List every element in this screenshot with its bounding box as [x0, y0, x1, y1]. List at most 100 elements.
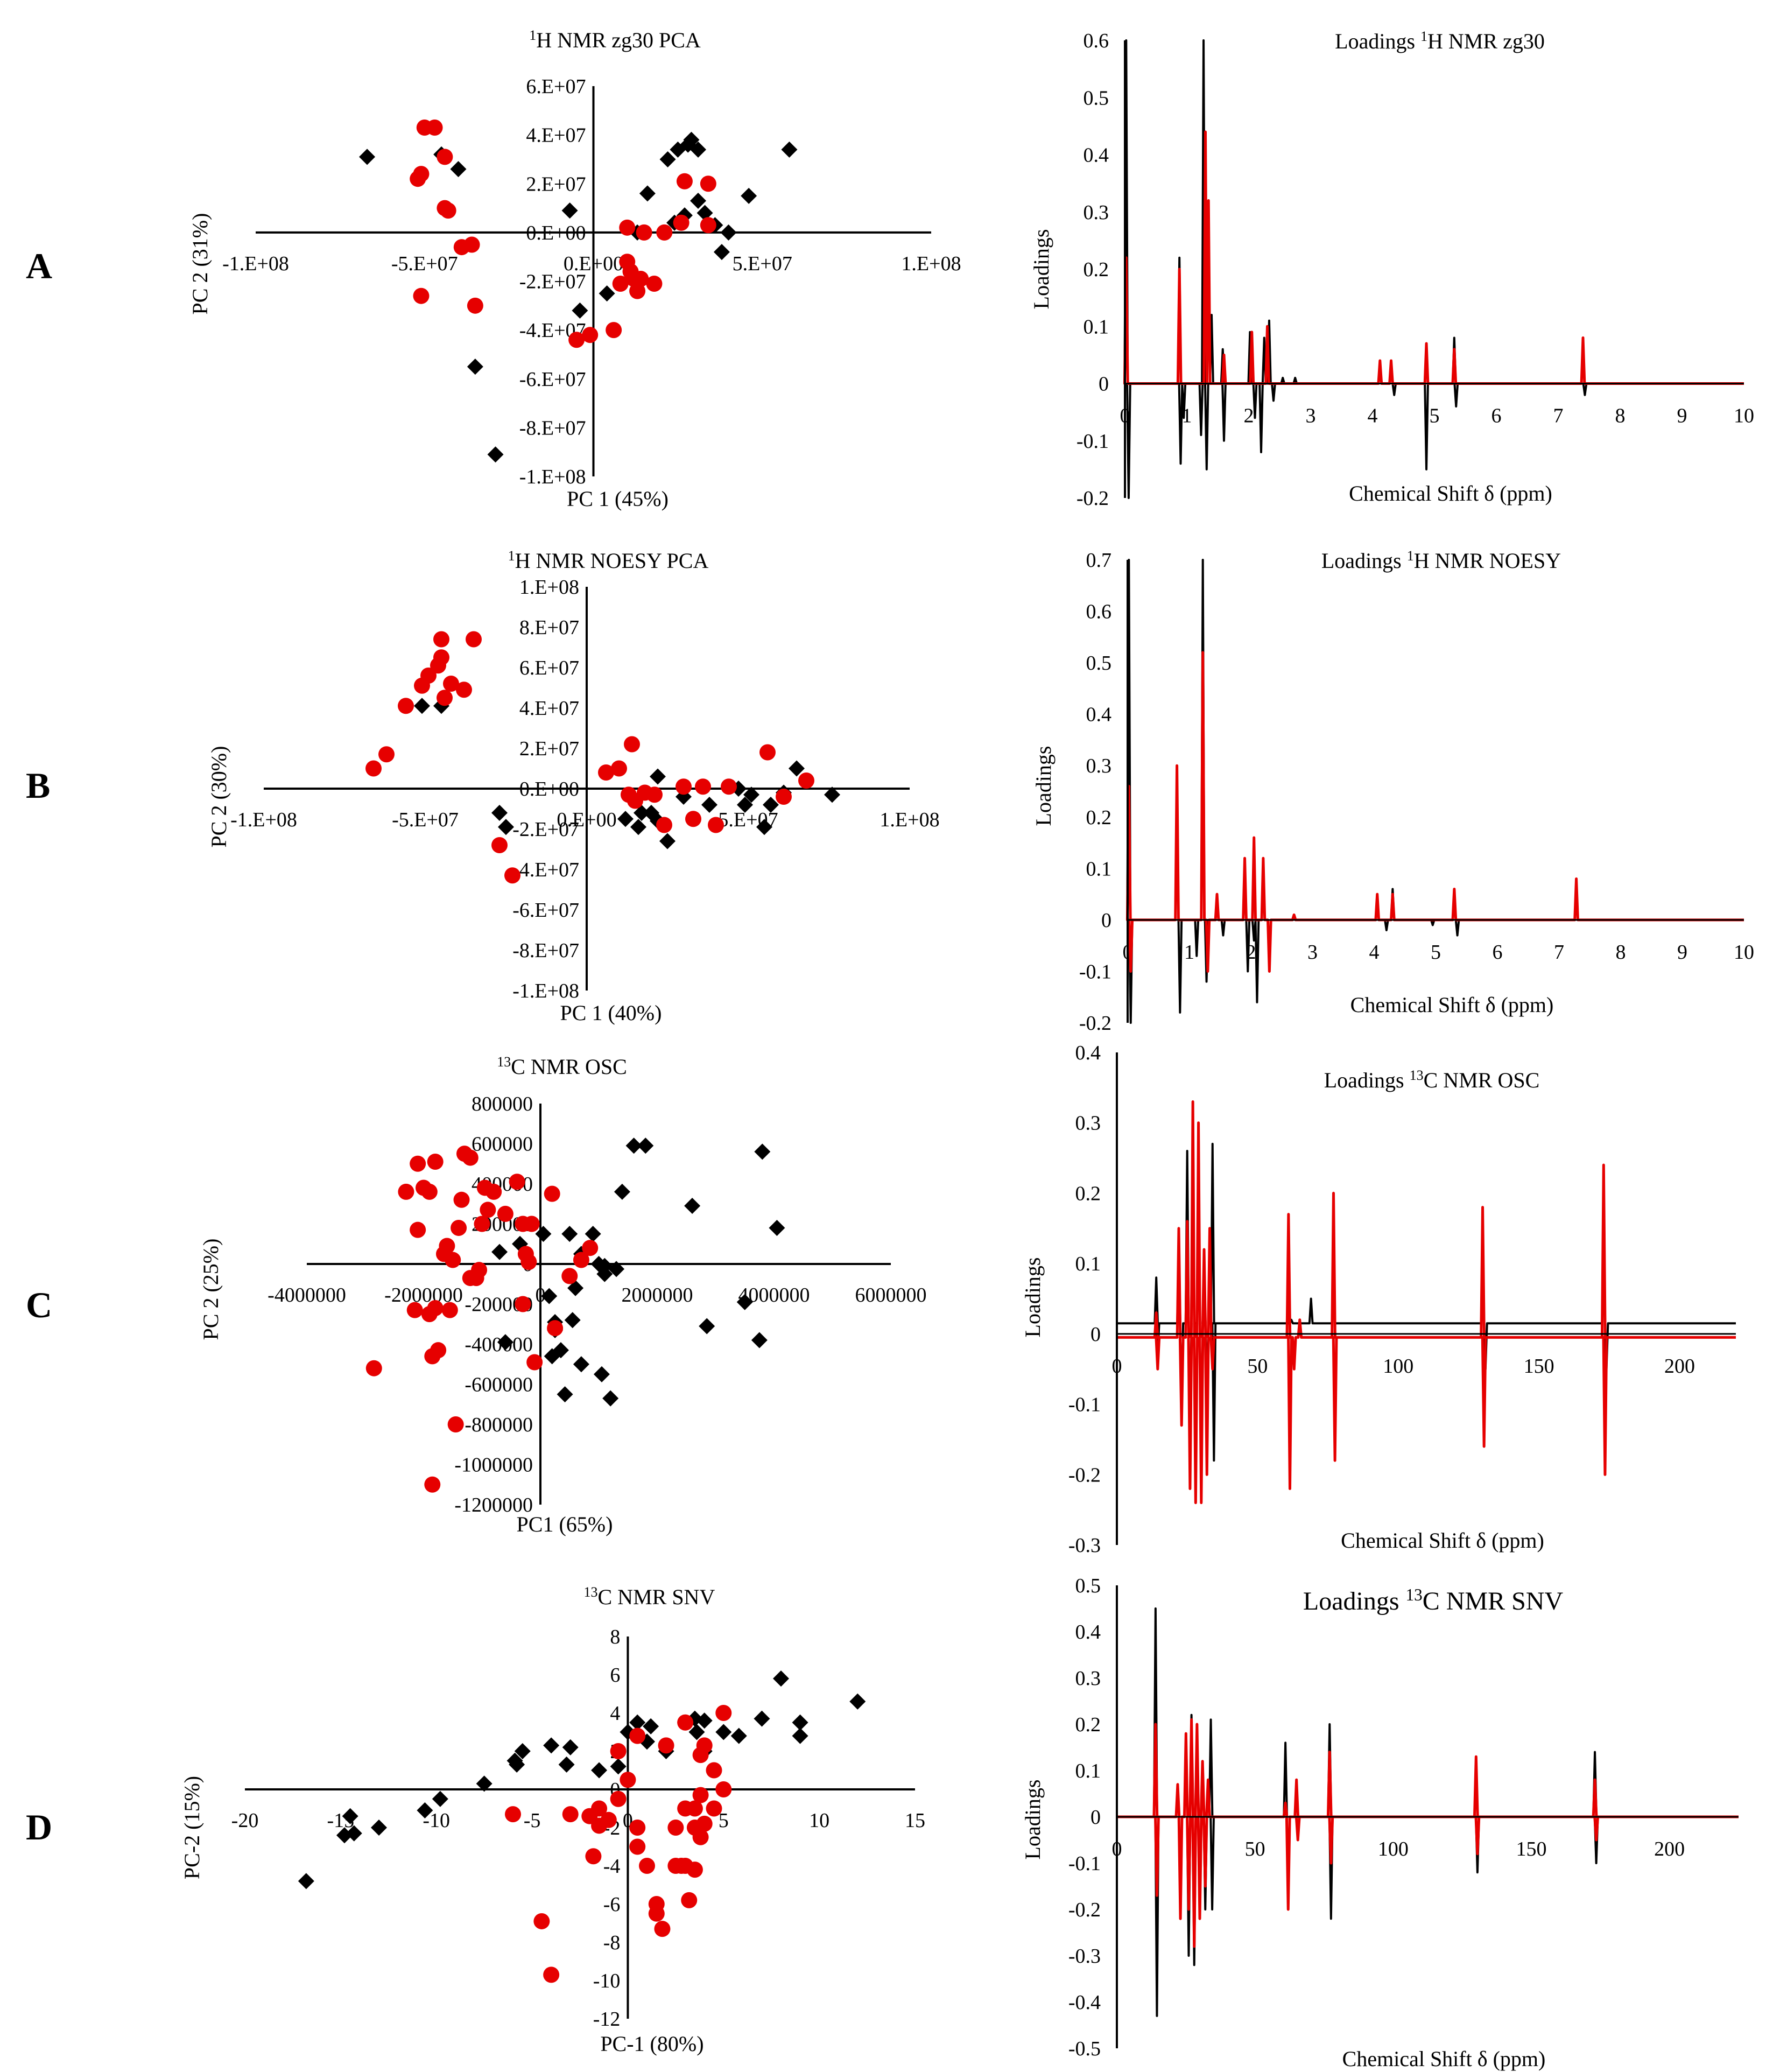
x-axis-label: Chemical Shift δ (ppm) — [1342, 2047, 1546, 2071]
data-point-diamond — [497, 1334, 513, 1351]
y-tick-label: 0.5 — [1075, 1575, 1101, 1597]
data-point-circle — [441, 1302, 458, 1318]
y-tick-label: 0.1 — [1075, 1253, 1101, 1275]
y-tick-label: 0.3 — [1086, 755, 1112, 777]
data-point-circle — [696, 1737, 713, 1754]
data-point-diamond — [561, 202, 578, 219]
data-point-diamond — [792, 1714, 808, 1731]
y-tick-label: -10 — [593, 1970, 621, 1992]
x-tick-label: 0.E+00 — [557, 809, 616, 831]
x-tick-label: -4000000 — [268, 1284, 346, 1307]
x-tick-label: 10 — [1734, 941, 1754, 964]
chart-title: 1H NMR NOESY PCA — [508, 548, 709, 573]
data-point-diamond — [467, 359, 483, 375]
data-point-circle — [421, 1183, 438, 1200]
data-point-diamond — [596, 1258, 613, 1274]
data-point-circle — [582, 327, 599, 343]
chart-title: 13C NMR OSC — [497, 1054, 627, 1079]
data-point-circle — [676, 778, 692, 795]
data-point-diamond — [637, 1137, 654, 1154]
data-point-circle — [533, 1913, 550, 1929]
score-plot-b-scores: -1.E+08 -5.E+07 0.E+00 5.E+07 1.E+081.E+088.… — [207, 548, 940, 1026]
y-tick-label: -800000 — [465, 1414, 533, 1436]
data-point-circle — [648, 1905, 665, 1922]
x-axis-label: PC1 (65%) — [517, 1512, 613, 1536]
x-axis-label: Chemical Shift δ (ppm) — [1341, 1528, 1544, 1553]
data-point-diamond — [414, 698, 430, 714]
x-tick-label: 5 — [1430, 405, 1440, 427]
data-point-circle — [491, 837, 508, 853]
data-point-circle — [440, 202, 456, 219]
y-tick-label: 0.2 — [1075, 1713, 1101, 1736]
data-point-diamond — [567, 1280, 584, 1296]
data-point-circle — [646, 786, 663, 803]
data-point-circle — [526, 1354, 543, 1371]
data-point-circle — [798, 772, 814, 789]
data-point-diamond — [715, 1724, 732, 1740]
y-tick-label: 0.1 — [1084, 315, 1109, 338]
data-point-diamond — [371, 1820, 387, 1836]
x-tick-label: 0 — [536, 1284, 546, 1307]
data-point-diamond — [730, 1727, 747, 1744]
y-tick-label: -2.E+07 — [519, 271, 586, 293]
y-tick-label: 0.2 — [1084, 258, 1109, 281]
data-point-diamond — [630, 819, 646, 835]
data-point-circle — [632, 270, 649, 287]
data-point-circle — [456, 682, 472, 698]
data-point-circle — [700, 175, 716, 192]
y-tick-label: -1.E+08 — [512, 980, 579, 1002]
data-point-diamond — [690, 192, 707, 209]
y-tick-label: -1000000 — [454, 1454, 533, 1477]
y-tick-label: -4 — [603, 1855, 621, 1878]
x-tick-label: 0.E+00 — [564, 252, 623, 275]
data-point-circle — [573, 1252, 589, 1268]
x-tick-label: 6 — [1491, 405, 1502, 427]
x-tick-label: 8 — [1616, 941, 1626, 964]
y-axis-label: Loadings — [1029, 229, 1053, 310]
data-point-circle — [561, 1268, 578, 1284]
y-tick-label: -1200000 — [454, 1494, 533, 1516]
data-point-circle — [437, 690, 453, 706]
data-point-circle — [681, 1892, 698, 1908]
data-point-circle — [591, 1800, 608, 1817]
data-point-circle — [410, 1155, 426, 1172]
data-point-circle — [504, 867, 520, 884]
data-point-diamond — [751, 1332, 768, 1348]
data-point-diamond — [514, 1743, 531, 1759]
y-tick-label: 0.3 — [1075, 1667, 1101, 1690]
data-point-diamond — [683, 131, 700, 148]
data-point-circle — [433, 649, 449, 666]
panel-letter-a: A — [26, 245, 53, 286]
loadings-plot-a-loadings: 0.60.50.40.30.20.10-0.1-0.2012345678910L… — [1029, 29, 1754, 510]
y-tick-label: 0.1 — [1075, 1760, 1101, 1782]
data-point-diamond — [643, 1718, 659, 1734]
y-tick-label: 6.E+07 — [526, 75, 586, 98]
data-point-diamond — [593, 1366, 610, 1382]
data-point-circle — [410, 1221, 426, 1238]
y-tick-label: 0.6 — [1086, 601, 1112, 623]
data-point-circle — [547, 1320, 564, 1337]
data-point-circle — [700, 217, 716, 234]
data-point-circle — [692, 1829, 709, 1845]
data-point-diamond — [561, 1226, 578, 1242]
data-point-diamond — [756, 819, 772, 835]
data-point-diamond — [659, 151, 676, 167]
data-point-circle — [445, 1252, 461, 1268]
data-point-circle — [439, 1238, 455, 1254]
data-point-diamond — [792, 1727, 808, 1744]
data-point-diamond — [696, 1712, 713, 1729]
y-tick-label: -4.E+07 — [512, 859, 579, 881]
x-tick-label: -20 — [231, 1809, 259, 1832]
data-point-circle — [776, 789, 792, 805]
x-tick-label: 1.E+08 — [880, 809, 939, 831]
y-tick-label: -8.E+07 — [512, 939, 579, 962]
data-point-diamond — [684, 1197, 701, 1214]
data-point-circle — [509, 1174, 525, 1190]
data-point-diamond — [298, 1873, 314, 1890]
data-point-diamond — [639, 185, 656, 202]
chart-title: 1H NMR zg30 PCA — [529, 27, 701, 53]
data-point-diamond — [720, 224, 737, 241]
data-point-circle — [667, 1820, 684, 1836]
data-point-circle — [706, 1762, 722, 1779]
